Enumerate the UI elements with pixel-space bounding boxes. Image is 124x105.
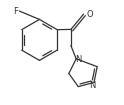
Text: N: N (89, 81, 96, 90)
Text: N: N (75, 55, 81, 64)
Text: F: F (14, 7, 18, 16)
Text: O: O (86, 10, 93, 19)
